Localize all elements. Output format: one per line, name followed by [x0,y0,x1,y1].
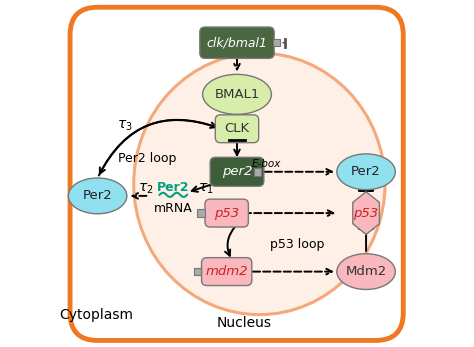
FancyBboxPatch shape [193,268,201,276]
Text: p53: p53 [354,206,379,220]
FancyBboxPatch shape [200,27,274,58]
FancyBboxPatch shape [215,115,259,143]
Text: Mdm2: Mdm2 [346,265,387,278]
Text: p53 loop: p53 loop [270,238,324,251]
Ellipse shape [68,178,127,214]
Text: $\tau_1$: $\tau_1$ [198,182,214,196]
Text: Per2 loop: Per2 loop [118,152,177,164]
Text: Cytoplasm: Cytoplasm [59,308,133,322]
Text: Per2: Per2 [351,165,381,178]
Text: mdm2: mdm2 [205,265,248,278]
Ellipse shape [134,53,385,315]
Text: E-box: E-box [251,159,281,169]
Text: clk/bmal1: clk/bmal1 [207,36,267,49]
Ellipse shape [202,74,272,114]
Text: mRNA: mRNA [154,202,193,215]
Text: Per2: Per2 [83,189,112,202]
FancyBboxPatch shape [205,199,248,227]
FancyBboxPatch shape [254,168,262,176]
Ellipse shape [337,254,395,289]
Ellipse shape [337,154,395,190]
FancyBboxPatch shape [70,7,403,340]
Text: per2: per2 [222,165,252,178]
Text: $\tau_2$: $\tau_2$ [138,182,154,196]
Text: BMAL1: BMAL1 [214,88,260,101]
FancyBboxPatch shape [210,157,264,186]
Text: Nucleus: Nucleus [217,316,272,330]
FancyBboxPatch shape [197,209,205,217]
Text: CLK: CLK [224,122,250,135]
FancyBboxPatch shape [273,39,281,46]
FancyBboxPatch shape [201,258,252,286]
Polygon shape [353,192,379,235]
Text: Per2: Per2 [157,181,190,194]
Text: p53: p53 [214,206,239,220]
Text: $\tau_3$: $\tau_3$ [117,118,133,133]
